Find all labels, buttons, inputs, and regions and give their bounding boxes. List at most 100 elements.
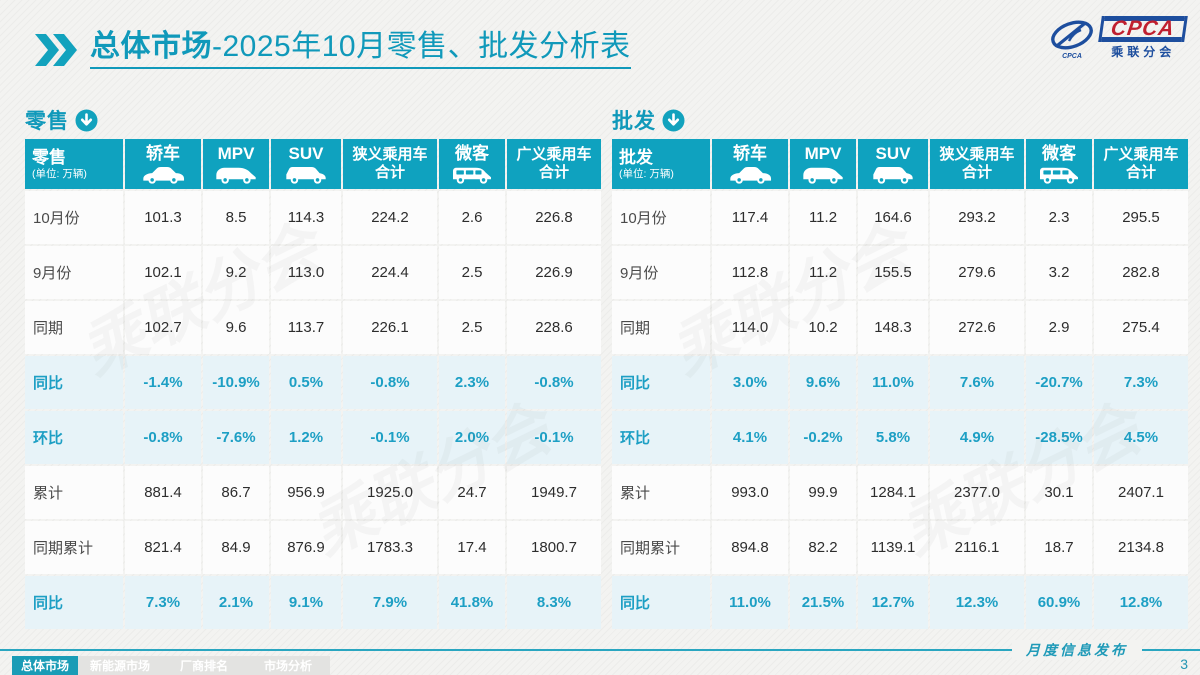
value-cell: 102.1: [125, 246, 201, 299]
value-cell: 3.0%: [712, 356, 788, 409]
value-cell: 2377.0: [930, 466, 1024, 519]
column-header: 广义乘用车 合计: [1094, 139, 1188, 189]
value-cell: 2407.1: [1094, 466, 1188, 519]
value-cell: 2116.1: [930, 521, 1024, 574]
value-cell: 113.7: [271, 301, 341, 354]
row-label: 同期累计: [612, 521, 710, 574]
column-header: MPV: [790, 139, 856, 189]
value-cell: 5.8%: [858, 411, 928, 464]
value-cell: -0.8%: [507, 356, 601, 409]
value-cell: 101.3: [125, 191, 201, 244]
value-cell: 9.6: [203, 301, 269, 354]
value-cell: 4.9%: [930, 411, 1024, 464]
tab-market-analysis[interactable]: 市场分析: [246, 656, 330, 675]
value-cell: 9.2: [203, 246, 269, 299]
retail-section: 零售 零售 (单位: 万辆) 轿车 MPV SUV 狭义乘用车 合计 微客 广义乘用车 合计 10月…: [25, 106, 601, 629]
value-cell: 7.9%: [343, 576, 437, 629]
retail-table: 零售 (单位: 万辆) 轿车 MPV SUV 狭义乘用车 合计 微客 广义乘用车 合计 10月份 10…: [25, 139, 601, 629]
value-cell: 10.2: [790, 301, 856, 354]
column-header: 微客: [1026, 139, 1092, 189]
value-cell: 226.8: [507, 191, 601, 244]
tab-nev-market[interactable]: 新能源市场: [78, 656, 162, 675]
value-cell: 11.2: [790, 191, 856, 244]
value-cell: 993.0: [712, 466, 788, 519]
value-cell: 114.0: [712, 301, 788, 354]
value-cell: 155.5: [858, 246, 928, 299]
value-cell: 3.2: [1026, 246, 1092, 299]
value-cell: 17.4: [439, 521, 505, 574]
value-cell: 2.0%: [439, 411, 505, 464]
value-cell: 60.9%: [1026, 576, 1092, 629]
row-label: 同期: [25, 301, 123, 354]
column-header: 轿车: [125, 139, 201, 189]
value-cell: 275.4: [1094, 301, 1188, 354]
mpv-icon: [801, 165, 845, 184]
value-cell: 99.9: [790, 466, 856, 519]
column-header: MPV: [203, 139, 269, 189]
value-cell: 7.3%: [125, 576, 201, 629]
value-cell: 226.9: [507, 246, 601, 299]
double-chevron-icon: [35, 33, 77, 66]
value-cell: 224.4: [343, 246, 437, 299]
value-cell: 84.9: [203, 521, 269, 574]
value-cell: 224.2: [343, 191, 437, 244]
swirl-caption: CPCA: [1063, 53, 1083, 60]
row-label: 累计: [612, 466, 710, 519]
value-cell: 2.5: [439, 301, 505, 354]
value-cell: 21.5%: [790, 576, 856, 629]
cpca-logo: CPCA CPCA 乘联分会: [1048, 16, 1188, 60]
column-header: 微客: [439, 139, 505, 189]
column-header: 狭义乘用车 合计: [930, 139, 1024, 189]
footer-note: 月度信息发布: [1012, 640, 1142, 660]
footer-rule: [0, 649, 1200, 651]
value-cell: 1284.1: [858, 466, 928, 519]
value-cell: 117.4: [712, 191, 788, 244]
value-cell: 12.3%: [930, 576, 1024, 629]
row-label: 同期累计: [25, 521, 123, 574]
value-cell: 295.5: [1094, 191, 1188, 244]
value-cell: 4.1%: [712, 411, 788, 464]
value-cell: -28.5%: [1026, 411, 1092, 464]
down-arrow-icon: [75, 109, 98, 131]
value-cell: 2.6: [439, 191, 505, 244]
cpca-subtitle: 乘联分会: [1111, 45, 1176, 59]
value-cell: 12.8%: [1094, 576, 1188, 629]
column-header: 轿车: [712, 139, 788, 189]
tab-oem-ranking[interactable]: 厂商排名: [162, 656, 246, 675]
table-corner-cell: 零售 (单位: 万辆): [25, 139, 123, 189]
value-cell: -0.8%: [343, 356, 437, 409]
table-corner-cell: 批发 (单位: 万辆): [612, 139, 710, 189]
value-cell: 86.7: [203, 466, 269, 519]
value-cell: 876.9: [271, 521, 341, 574]
value-cell: 228.6: [507, 301, 601, 354]
value-cell: 956.9: [271, 466, 341, 519]
value-cell: 12.7%: [858, 576, 928, 629]
row-label: 同比: [612, 356, 710, 409]
suv-icon: [871, 165, 915, 184]
row-label: 环比: [25, 411, 123, 464]
value-cell: 226.1: [343, 301, 437, 354]
value-cell: 1925.0: [343, 466, 437, 519]
value-cell: 0.5%: [271, 356, 341, 409]
value-cell: 1800.7: [507, 521, 601, 574]
value-cell: 293.2: [930, 191, 1024, 244]
tab-overall-market[interactable]: 总体市场: [12, 656, 78, 675]
value-cell: -0.2%: [790, 411, 856, 464]
wholesale-table: 批发 (单位: 万辆) 轿车 MPV SUV 狭义乘用车 合计 微客 广义乘用车 合计 10月份 11…: [612, 139, 1188, 629]
row-label: 9月份: [25, 246, 123, 299]
value-cell: 113.0: [271, 246, 341, 299]
wholesale-section-label: 批发: [612, 110, 656, 133]
row-label: 10月份: [612, 191, 710, 244]
value-cell: 2.1%: [203, 576, 269, 629]
value-cell: 894.8: [712, 521, 788, 574]
column-header: 狭义乘用车 合计: [343, 139, 437, 189]
value-cell: 279.6: [930, 246, 1024, 299]
value-cell: 2134.8: [1094, 521, 1188, 574]
sedan-icon: [141, 165, 185, 184]
value-cell: 272.6: [930, 301, 1024, 354]
value-cell: 1.2%: [271, 411, 341, 464]
value-cell: 30.1: [1026, 466, 1092, 519]
row-label: 同比: [612, 576, 710, 629]
value-cell: 8.3%: [507, 576, 601, 629]
value-cell: 9.6%: [790, 356, 856, 409]
